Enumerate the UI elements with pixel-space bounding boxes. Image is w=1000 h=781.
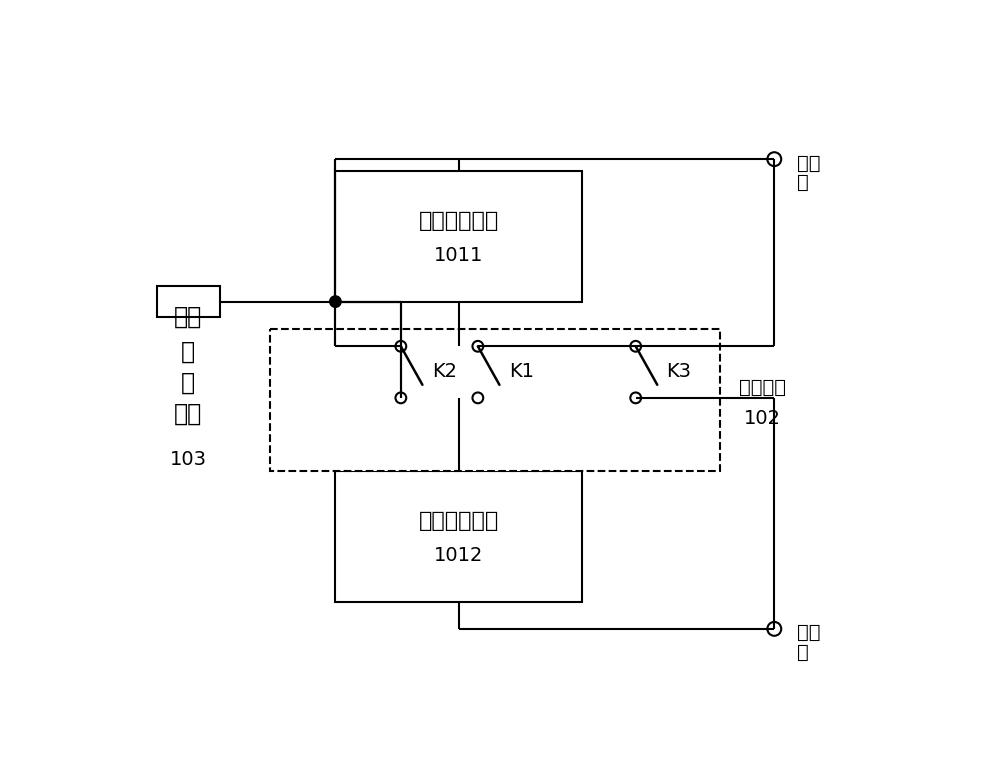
Text: 102: 102 <box>744 409 781 428</box>
Text: 1012: 1012 <box>434 546 483 565</box>
Text: 端: 端 <box>797 643 809 662</box>
Text: 第二电源组件: 第二电源组件 <box>418 511 499 531</box>
Text: 负极: 负极 <box>797 623 821 642</box>
Text: 第一电源组件: 第一电源组件 <box>418 211 499 230</box>
Text: 103: 103 <box>170 450 207 469</box>
Text: 端: 端 <box>797 173 809 192</box>
Text: 电路: 电路 <box>174 401 202 426</box>
Bar <box>270 329 720 471</box>
Text: 制: 制 <box>181 370 195 394</box>
Text: K3: K3 <box>666 362 692 381</box>
Text: K2: K2 <box>432 362 457 381</box>
Bar <box>335 471 582 602</box>
Bar <box>335 171 582 301</box>
Text: 正极: 正极 <box>797 154 821 173</box>
Text: 开关组件: 开关组件 <box>739 378 786 398</box>
Circle shape <box>330 296 341 307</box>
Text: K1: K1 <box>509 362 534 381</box>
Bar <box>157 286 220 317</box>
Text: 控: 控 <box>181 340 195 364</box>
Text: 1011: 1011 <box>434 246 483 265</box>
Text: 开关: 开关 <box>174 305 202 329</box>
